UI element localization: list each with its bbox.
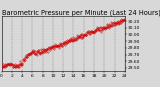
Title: Milwaukee Barometric Pressure per Minute (Last 24 Hours): Milwaukee Barometric Pressure per Minute… — [0, 9, 160, 16]
